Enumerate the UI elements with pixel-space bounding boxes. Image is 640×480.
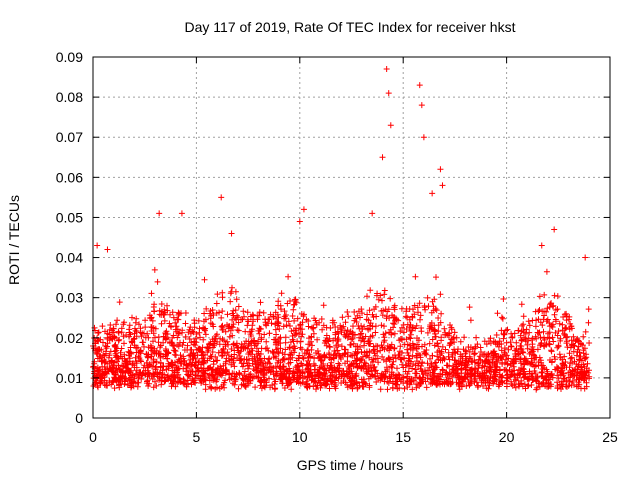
x-tick-label: 25 — [602, 429, 618, 445]
roti-point — [94, 242, 101, 249]
x-tick-label: 15 — [395, 429, 411, 445]
y-axis-label: ROTI / TECUs — [6, 195, 22, 285]
y-tick-label: 0 — [75, 410, 83, 426]
x-axis-label: GPS time / hours — [297, 457, 404, 473]
roti-point — [538, 242, 545, 249]
roti-point — [296, 218, 303, 225]
y-tick-label: 0.01 — [56, 370, 83, 386]
roti-point — [416, 82, 423, 89]
y-tick-label: 0.05 — [56, 209, 83, 225]
y-tick-label: 0.07 — [56, 129, 83, 145]
roti-point — [418, 102, 425, 109]
roti-point — [369, 210, 376, 217]
roti-point-cloud — [90, 266, 593, 393]
y-tick-label: 0.09 — [56, 49, 83, 65]
x-tick-label: 0 — [89, 429, 97, 445]
roti-point — [156, 210, 163, 217]
y-tick-label: 0.03 — [56, 290, 83, 306]
roti-point — [300, 206, 307, 213]
y-tick-label: 0.04 — [56, 250, 83, 266]
chart-title: Day 117 of 2019, Rate Of TEC Index for r… — [185, 19, 516, 35]
roti-point — [387, 122, 394, 129]
roti-point — [379, 154, 386, 161]
y-tick-label: 0.08 — [56, 89, 83, 105]
roti-point — [383, 66, 390, 73]
x-tick-label: 5 — [193, 429, 201, 445]
roti-point — [178, 210, 185, 217]
x-tick-label: 20 — [499, 429, 515, 445]
y-tick-label: 0.02 — [56, 330, 83, 346]
roti-point — [228, 230, 235, 237]
roti-point — [218, 194, 225, 201]
roti-point — [582, 254, 589, 261]
roti-point — [420, 134, 427, 141]
roti-point — [439, 182, 446, 189]
x-tick-label: 10 — [292, 429, 308, 445]
y-tick-label: 0.06 — [56, 169, 83, 185]
roti-point — [104, 246, 111, 253]
roti-point — [385, 90, 392, 97]
plot-frame — [92, 56, 611, 419]
data-points — [90, 66, 593, 393]
roti-point — [429, 190, 436, 197]
roti-point — [551, 226, 558, 233]
roti-point — [437, 166, 444, 173]
axes: 0 5 10 15 20 25 0 0.01 0.02 0.03 0.04 0.05 0.06 0.07 0… — [56, 49, 618, 445]
